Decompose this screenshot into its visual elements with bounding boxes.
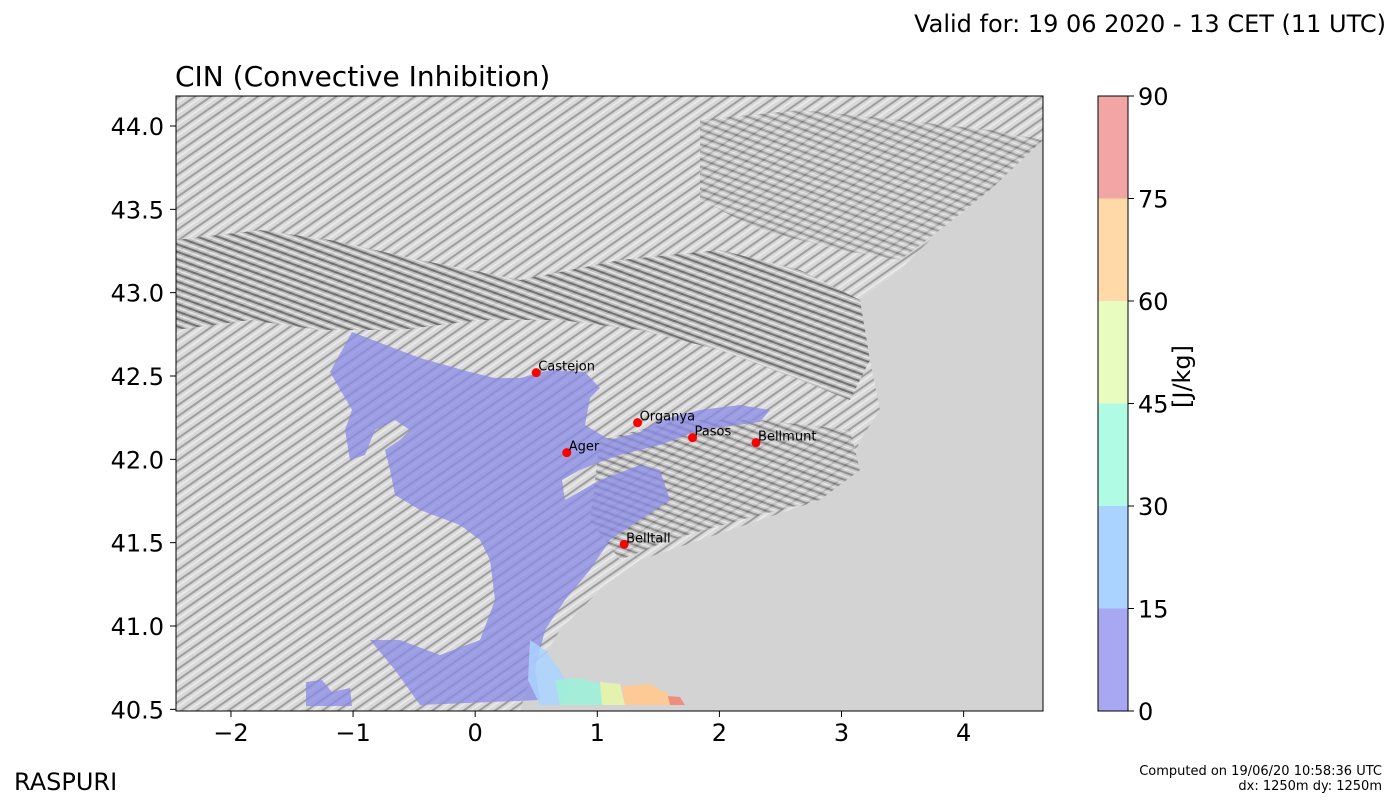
colorbar: 0 15 30 45 60 75 90 xyxy=(1098,83,1169,726)
colorbar-tick-label: 30 xyxy=(1138,493,1169,521)
colorbar-segment xyxy=(1098,506,1128,609)
y-tick-label: 40.5 xyxy=(111,696,164,724)
x-tick-label: 2 xyxy=(712,719,727,747)
coast-upper-terrain xyxy=(700,110,1043,260)
y-tick-label: 42.5 xyxy=(111,363,164,391)
city-label: Pasos xyxy=(695,425,732,440)
x-tick-label: 0 xyxy=(468,719,483,747)
y-tick-label: 42.0 xyxy=(111,446,164,474)
pyrenees-terrain xyxy=(176,230,870,400)
map-area xyxy=(176,96,1043,711)
colorbar-tick-label: 90 xyxy=(1138,83,1169,111)
x-tick-label: 3 xyxy=(834,719,849,747)
colorbar-frame xyxy=(1097,95,1129,712)
brand-label: RASPURI xyxy=(14,768,118,796)
city-label: Castejon xyxy=(538,360,595,375)
y-tick-label: 41.5 xyxy=(111,530,164,558)
y-tick-label: 44.0 xyxy=(111,113,164,141)
colorbar-units: [J/kg] xyxy=(1168,344,1196,408)
computed-info: Computed on 19/06/20 10:58:36 UTC dx: 12… xyxy=(1139,764,1382,794)
cin-region-low xyxy=(330,332,770,705)
colorbar-segment xyxy=(1098,403,1128,506)
x-axis: −2 −1 0 1 2 3 4 xyxy=(213,711,971,747)
city-marker xyxy=(751,438,761,448)
city-label: Organya xyxy=(640,410,695,425)
y-tick-label: 41.0 xyxy=(111,613,164,641)
cin-region-60-75 xyxy=(622,684,670,705)
x-tick-label: −2 xyxy=(213,719,248,747)
x-tick-label: 1 xyxy=(590,719,605,747)
city-marker xyxy=(619,539,629,549)
land-terrain xyxy=(176,96,1043,711)
y-axis: 44.0 43.5 43.0 42.5 42.0 41.5 41.0 40.5 xyxy=(111,113,176,724)
colorbar-tick-label: 60 xyxy=(1138,288,1169,316)
colorbar-segment xyxy=(1098,608,1128,711)
colorbar-segment xyxy=(1098,198,1128,301)
map-frame xyxy=(175,95,1044,712)
colorbar-tick-label: 15 xyxy=(1138,596,1169,624)
city-marker xyxy=(688,433,698,443)
map-title: CIN (Convective Inhibition) xyxy=(175,60,551,93)
colorbar-tick-label: 0 xyxy=(1138,698,1153,726)
y-tick-label: 43.5 xyxy=(111,196,164,224)
colorbar-tick-label: 75 xyxy=(1138,186,1169,214)
city-label: Bellmunt xyxy=(758,430,816,445)
city-marker xyxy=(633,418,643,428)
catalan-hills-terrain xyxy=(590,420,860,560)
city-marker xyxy=(562,448,572,458)
city-label: Belltall xyxy=(626,531,670,546)
cin-region-30-45 xyxy=(555,678,605,705)
y-tick-label: 43.0 xyxy=(111,280,164,308)
resolution-label: dx: 1250m dy: 1250m xyxy=(1238,779,1382,794)
valid-for-label: Valid for: 19 06 2020 - 13 CET (11 UTC) xyxy=(914,10,1386,38)
city-marker xyxy=(531,368,541,378)
x-tick-label: −1 xyxy=(335,719,370,747)
colorbar-segment xyxy=(1098,301,1128,404)
cin-region-45-60 xyxy=(600,682,625,705)
cin-region-small xyxy=(306,680,352,706)
computed-on-label: Computed on 19/06/20 10:58:36 UTC xyxy=(1139,764,1382,779)
city-label: Ager xyxy=(569,440,600,455)
colorbar-segment xyxy=(1098,96,1128,199)
colorbar-tick-label: 45 xyxy=(1138,391,1169,419)
cin-region-75-90 xyxy=(668,696,685,705)
x-tick-label: 4 xyxy=(956,719,971,747)
